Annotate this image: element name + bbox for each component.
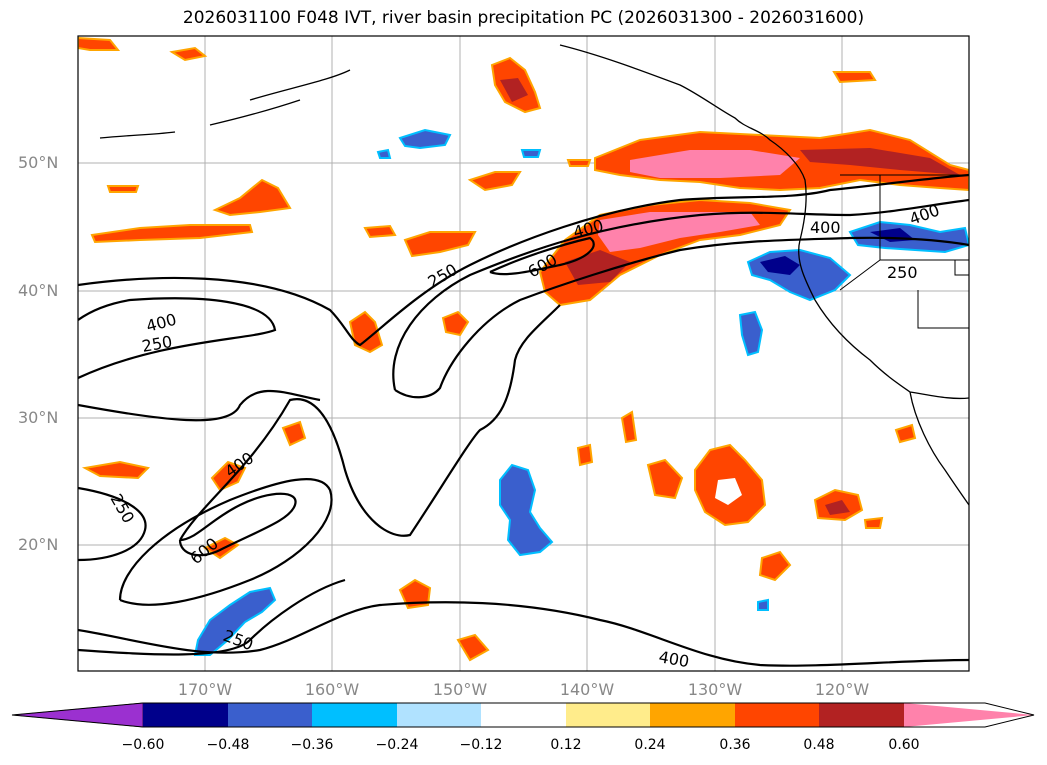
colorbar-tick: −0.48	[206, 737, 250, 753]
colorbar-tick: 0.12	[550, 737, 582, 753]
lon-label-170w: 170°W	[177, 680, 233, 699]
coastline	[99, 44, 969, 506]
colorbar-tick: 0.36	[719, 737, 751, 753]
colorbar-segment	[566, 703, 650, 727]
lat-label-30n: 30°N	[18, 408, 59, 427]
colorbar-tick: −0.12	[459, 737, 503, 753]
colorbar-segment	[735, 703, 819, 727]
anomaly-blob-central-pacific	[499, 463, 554, 557]
negative-anomaly-regions	[193, 128, 969, 656]
lon-label-130w: 130°W	[687, 680, 743, 699]
colorbar-segment	[819, 703, 904, 727]
colorbar-segment	[143, 703, 228, 727]
colorbar	[11, 702, 1035, 728]
lon-label-160w: 160°W	[304, 680, 360, 699]
colorbar-segment	[481, 703, 566, 727]
contour-label: 250	[887, 263, 918, 282]
map-title: 2026031100 F048 IVT, river basin precipi…	[182, 8, 865, 28]
lon-label-140w: 140°W	[559, 680, 615, 699]
contour-label: 400	[810, 218, 841, 237]
lon-label-120w: 120°W	[814, 680, 870, 699]
colorbar-segment	[312, 703, 397, 727]
colorbar-tick: −0.36	[290, 737, 334, 753]
colorbar-segment	[228, 703, 312, 727]
map-background	[78, 36, 969, 671]
contour-label: 400	[657, 647, 690, 671]
colorbar-segment	[397, 703, 481, 727]
colorbar-tick: −0.60	[121, 737, 165, 753]
lat-label-40n: 40°N	[18, 281, 59, 300]
map-canvas: 400 250 400 250 400 600 400 400 250 250 …	[77, 35, 970, 672]
state-borders	[839, 174, 969, 329]
map-frame	[77, 35, 970, 672]
colorbar-tick: 0.48	[803, 737, 835, 753]
lat-label-50n: 50°N	[18, 153, 59, 172]
lat-label-20n: 20°N	[18, 535, 59, 554]
colorbar-segment	[650, 703, 735, 727]
colorbar-tick: −0.24	[375, 737, 419, 753]
colorbar-tick: 0.60	[888, 737, 920, 753]
colorbar-segment	[11, 702, 144, 728]
lon-label-150w: 150°W	[432, 680, 488, 699]
colorbar-tick: 0.24	[634, 737, 666, 753]
colorbar-segment	[904, 703, 1034, 727]
ivt-contours	[78, 173, 969, 667]
